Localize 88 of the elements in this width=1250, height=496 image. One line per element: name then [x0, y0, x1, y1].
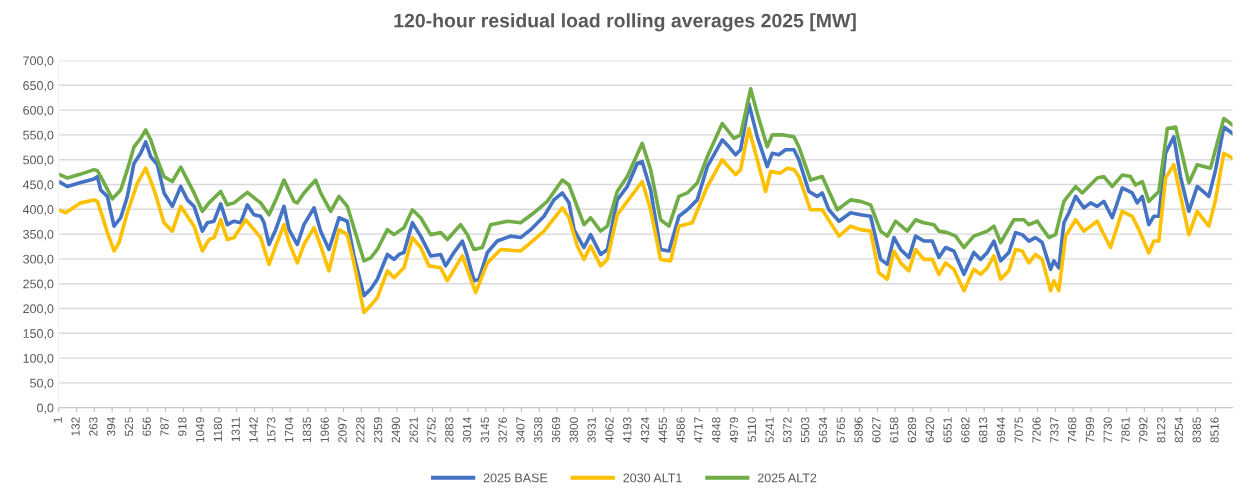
x-tick-label: 1049	[195, 417, 205, 443]
x-tick-label: 1442	[249, 417, 258, 443]
x-tick-label: 5241	[765, 417, 774, 443]
x-tick-label: 3407	[516, 417, 525, 443]
x-tick-label: 2752	[427, 417, 436, 443]
x-tick-label: 8254	[1174, 417, 1184, 443]
y-tick-label: 300,0	[23, 254, 54, 266]
y-tick-label: 550,0	[23, 130, 54, 142]
x-tick-label: 5765	[836, 417, 845, 443]
x-tick-label: 7075	[1014, 417, 1023, 443]
x-tick-label: 4717	[694, 417, 703, 443]
x-tick-label: 3538	[534, 417, 543, 443]
x-tick-label: 656	[142, 417, 151, 436]
x-tick-label: 5503	[801, 417, 810, 443]
y-tick-label: 200,0	[23, 304, 54, 315]
x-tick-label: 7206	[1032, 417, 1041, 443]
x-tick-label: 3800	[569, 417, 579, 443]
x-tick-label: 2228	[356, 417, 365, 443]
legend-label: 2025 ALT2	[757, 473, 817, 483]
x-tick-label: 5634	[818, 417, 828, 443]
x-tick-label: 4848	[712, 417, 721, 443]
x-tick-label: 7337	[1050, 417, 1059, 443]
x-tick-label: 918	[178, 417, 187, 436]
x-tick-label: 4324	[640, 417, 650, 443]
x-tick-label: 3014	[462, 417, 472, 443]
y-tick-label: 650,0	[23, 81, 54, 92]
legend-label: 2030 ALT1	[623, 473, 682, 483]
y-tick-label: 0,0	[37, 403, 54, 414]
x-tick-label: 132	[71, 417, 80, 436]
legend-label: 2025 BASE	[483, 473, 548, 483]
x-tick-label: 5110	[747, 417, 756, 442]
x-tick-label: 1704	[284, 417, 294, 443]
x-tick-label: 787	[160, 417, 169, 436]
x-tick-label: 1	[53, 417, 62, 423]
y-tick-label: 50,0	[30, 378, 54, 390]
x-tick-label: 6420	[925, 417, 934, 443]
line-series	[58, 86, 1233, 263]
x-tick-label: 7730	[1103, 417, 1112, 443]
y-tick-label: 150,0	[23, 329, 54, 340]
x-tick-label: 6551	[943, 417, 952, 443]
x-tick-label: 1966	[320, 417, 329, 443]
x-tick-label: 5372	[783, 417, 792, 443]
y-tick-label: 400,0	[22, 205, 54, 216]
y-tick-label: 500,0	[23, 155, 54, 166]
x-tick-label: 6944	[996, 417, 1006, 443]
x-tick-label: 394	[106, 417, 116, 436]
y-tick-label: 350,0	[23, 229, 54, 241]
x-tick-label: 1573	[267, 417, 276, 443]
x-tick-label: 4193	[623, 417, 632, 443]
x-tick-label: 7468	[1067, 417, 1077, 443]
x-tick-label: 3669	[551, 417, 561, 443]
x-tick-label: 8516	[1210, 417, 1219, 443]
y-tick-label: 250,0	[23, 279, 54, 290]
x-tick-label: 6027	[872, 417, 881, 443]
x-tick-label: 525	[124, 417, 134, 436]
x-tick-label: 4979	[729, 417, 739, 443]
x-tick-label: 1311	[231, 417, 240, 442]
x-tick-label: 7599	[1085, 417, 1095, 443]
x-tick-label: 2621	[409, 417, 418, 443]
x-tick-label: 6682	[961, 417, 970, 443]
x-tick-label: 3276	[498, 417, 507, 443]
x-tick-label: 1180	[213, 417, 223, 442]
x-tick-label: 6813	[978, 417, 988, 443]
y-tick-label: 600,0	[23, 105, 54, 117]
x-tick-label: 3931	[587, 417, 596, 443]
x-tick-label: 2883	[445, 417, 454, 443]
y-tick-label: 700,0	[23, 56, 54, 67]
x-tick-label: 4062	[605, 417, 614, 443]
x-tick-label: 7861	[1121, 417, 1130, 443]
x-tick-label: 7992	[1139, 417, 1148, 443]
y-tick-label: 450,0	[22, 180, 54, 191]
x-tick-label: 4586	[676, 417, 685, 443]
x-tick-label: 5896	[854, 417, 863, 443]
x-tick-label: 1835	[302, 417, 312, 443]
chart-title: 120-hour residual load rolling averages 2025 [MW]	[394, 13, 856, 32]
y-tick-label: 100,0	[23, 353, 54, 365]
x-tick-label: 4455	[658, 417, 667, 443]
x-tick-label: 2097	[338, 417, 347, 443]
line-series	[58, 101, 1233, 298]
x-tick-label: 8385	[1192, 417, 1201, 443]
x-tick-label: 6158	[889, 417, 899, 443]
x-tick-label: 2359	[373, 417, 383, 443]
x-tick-label: 263	[89, 417, 98, 436]
line-series	[58, 126, 1233, 315]
x-tick-label: 8123	[1156, 417, 1166, 443]
x-tick-label: 6289	[907, 417, 917, 443]
x-tick-label: 3145	[480, 417, 490, 443]
x-tick-label: 2490	[391, 417, 401, 443]
